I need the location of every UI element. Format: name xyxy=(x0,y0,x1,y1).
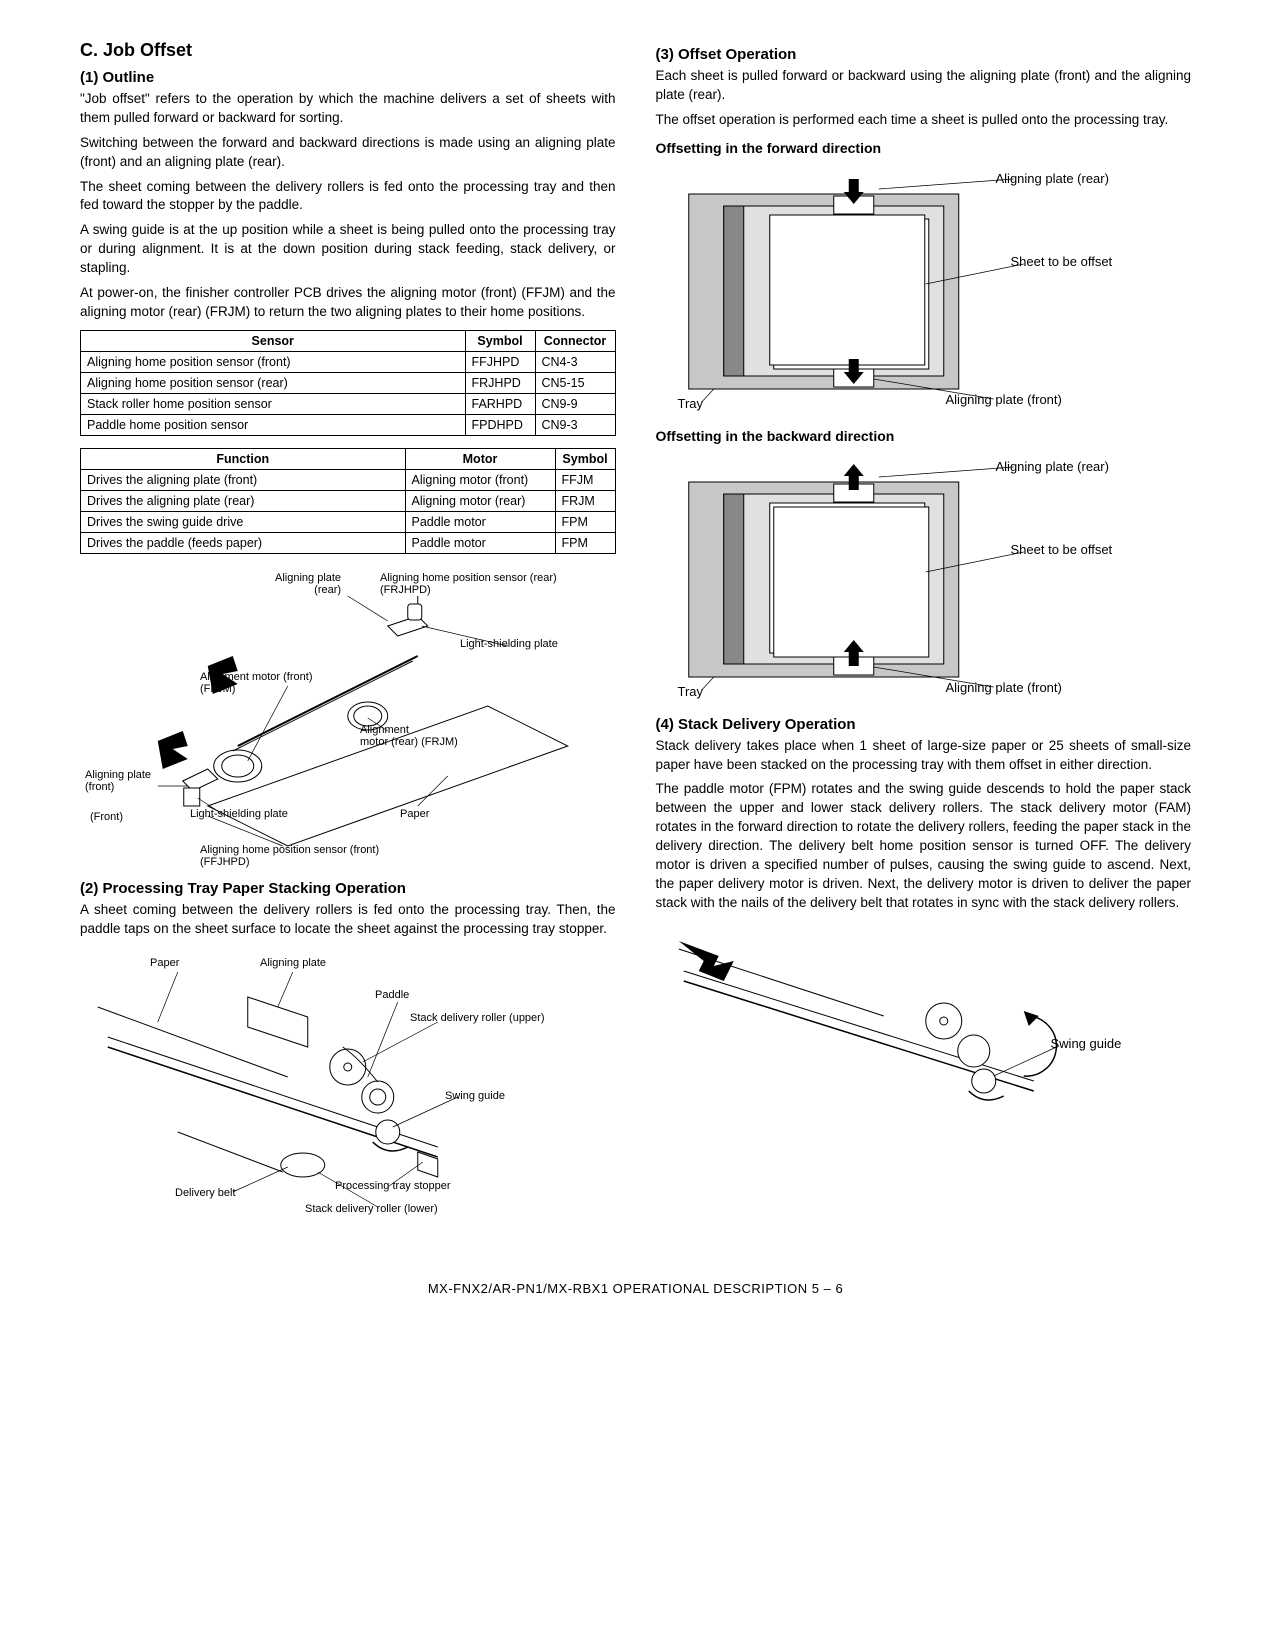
table-row: Drives the paddle (feeds paper)Paddle mo… xyxy=(81,532,616,553)
diagram-label: Swing guide xyxy=(445,1090,505,1102)
heading-c: C. Job Offset xyxy=(80,40,616,61)
stack-delivery-diagram: Swing guide xyxy=(656,921,1192,1121)
diagram-label: Tray xyxy=(678,396,704,411)
th: Sensor xyxy=(81,330,466,351)
diagram-label: Aligning plate (rear) xyxy=(996,171,1109,186)
diagram-label: Light-shielding plate xyxy=(190,808,288,820)
para: At power-on, the finisher controller PCB… xyxy=(80,284,616,322)
table-cell: Aligning motor (front) xyxy=(405,469,555,490)
table-cell: Drives the paddle (feeds paper) xyxy=(81,532,406,553)
heading-4: (4) Stack Delivery Operation xyxy=(656,716,1192,733)
page-body: C. Job Offset (1) Outline "Job offset" r… xyxy=(80,40,1191,1241)
th: Symbol xyxy=(465,330,535,351)
diagram-label: Swing guide xyxy=(1051,1036,1122,1051)
table-cell: FPM xyxy=(555,532,615,553)
diagram-label: Paddle xyxy=(375,989,409,1001)
table-cell: FFJHPD xyxy=(465,351,535,372)
para: A swing guide is at the up position whil… xyxy=(80,221,616,278)
diagram-label: Stack delivery roller (lower) xyxy=(305,1203,438,1215)
para: Switching between the forward and backwa… xyxy=(80,134,616,172)
table-cell: Drives the aligning plate (rear) xyxy=(81,490,406,511)
diagram-label: Delivery belt xyxy=(175,1187,236,1199)
diagram-label: Aligning plate (front) xyxy=(85,769,151,793)
para: A sheet coming between the delivery roll… xyxy=(80,901,616,939)
diagram-label: Tray xyxy=(678,684,704,699)
diagram-label: Aligning plate (front) xyxy=(946,392,1062,407)
function-table: Function Motor Symbol Drives the alignin… xyxy=(80,448,616,554)
table-cell: Drives the aligning plate (front) xyxy=(81,469,406,490)
table-cell: Aligning home position sensor (front) xyxy=(81,351,466,372)
diagram-label: Alignment motor (rear) (FRJM) xyxy=(360,724,458,748)
diagram-label: Aligning plate (front) xyxy=(946,680,1062,695)
diagram-label: Processing tray stopper xyxy=(335,1180,451,1192)
diagram-label: Sheet to be offset xyxy=(1011,254,1113,269)
table-cell: Paddle motor xyxy=(405,511,555,532)
table-cell: CN9-3 xyxy=(535,414,615,435)
sensor-table: Sensor Symbol Connector Aligning home po… xyxy=(80,330,616,436)
table-row: Aligning home position sensor (rear)FRJH… xyxy=(81,372,616,393)
para: The offset operation is performed each t… xyxy=(656,111,1192,130)
th: Motor xyxy=(405,448,555,469)
th: Function xyxy=(81,448,406,469)
table-cell: Stack roller home position sensor xyxy=(81,393,466,414)
heading-1: (1) Outline xyxy=(80,69,616,86)
table-cell: CN5-15 xyxy=(535,372,615,393)
offset-backward-diagram: Aligning plate (rear) Sheet to be offset… xyxy=(656,452,1192,702)
diagram-label: Stack delivery roller (upper) xyxy=(410,1012,545,1024)
left-column: C. Job Offset (1) Outline "Job offset" r… xyxy=(80,40,616,1241)
para: The paddle motor (FPM) rotates and the s… xyxy=(656,780,1192,912)
diagram-label: Sheet to be offset xyxy=(1011,542,1113,557)
diagram-label: Light-shielding plate xyxy=(460,638,558,650)
table-cell: FARHPD xyxy=(465,393,535,414)
para: The sheet coming between the delivery ro… xyxy=(80,178,616,216)
diagram-label: Alignment motor (front) (FFJM) xyxy=(200,671,312,695)
offset-forward-diagram: Aligning plate (rear) Sheet to be offset… xyxy=(656,164,1192,414)
heading-3: (3) Offset Operation xyxy=(656,46,1192,63)
diagram-label: Paper xyxy=(400,808,429,820)
fwd-title: Offsetting in the forward direction xyxy=(656,140,1192,156)
table-cell: CN9-9 xyxy=(535,393,615,414)
diagram-label: Aligning plate xyxy=(260,957,326,969)
diagram-label: Aligning plate (rear) xyxy=(275,572,341,596)
table-cell: CN4-3 xyxy=(535,351,615,372)
table-cell: Paddle motor xyxy=(405,532,555,553)
table-row: Drives the swing guide drivePaddle motor… xyxy=(81,511,616,532)
page-footer: MX-FNX2/AR-PN1/MX-RBX1 OPERATIONAL DESCR… xyxy=(80,1281,1191,1296)
table-cell: Aligning home position sensor (rear) xyxy=(81,372,466,393)
para: "Job offset" refers to the operation by … xyxy=(80,90,616,128)
diagram-label: Paper xyxy=(150,957,179,969)
th: Connector xyxy=(535,330,615,351)
para: Each sheet is pulled forward or backward… xyxy=(656,67,1192,105)
diagram-label: (Front) xyxy=(90,811,123,823)
table-cell: Drives the swing guide drive xyxy=(81,511,406,532)
table-cell: FRJM xyxy=(555,490,615,511)
table-row: Drives the aligning plate (rear)Aligning… xyxy=(81,490,616,511)
table-cell: FPDHPD xyxy=(465,414,535,435)
table-cell: Paddle home position sensor xyxy=(81,414,466,435)
diagram-label: Aligning home position sensor (front) (F… xyxy=(200,844,379,868)
table-row: Stack roller home position sensorFARHPDC… xyxy=(81,393,616,414)
diagram-label: Aligning plate (rear) xyxy=(996,459,1109,474)
table-cell: FPM xyxy=(555,511,615,532)
bwd-title: Offsetting in the backward direction xyxy=(656,428,1192,444)
processing-tray-diagram: Paper Aligning plate Paddle Stack delive… xyxy=(80,947,616,1227)
para: Stack delivery takes place when 1 sheet … xyxy=(656,737,1192,775)
table-row: Aligning home position sensor (front)FFJ… xyxy=(81,351,616,372)
diagram-label: Aligning home position sensor (rear) (FR… xyxy=(380,572,557,596)
table-row: Drives the aligning plate (front)Alignin… xyxy=(81,469,616,490)
table-cell: FFJM xyxy=(555,469,615,490)
th: Symbol xyxy=(555,448,615,469)
heading-2: (2) Processing Tray Paper Stacking Opera… xyxy=(80,880,616,897)
table-cell: FRJHPD xyxy=(465,372,535,393)
table-cell: Aligning motor (rear) xyxy=(405,490,555,511)
aligning-mechanism-diagram: Aligning plate (rear) Aligning home posi… xyxy=(80,566,616,866)
table-row: Paddle home position sensorFPDHPDCN9-3 xyxy=(81,414,616,435)
right-column: (3) Offset Operation Each sheet is pulle… xyxy=(656,40,1192,1241)
